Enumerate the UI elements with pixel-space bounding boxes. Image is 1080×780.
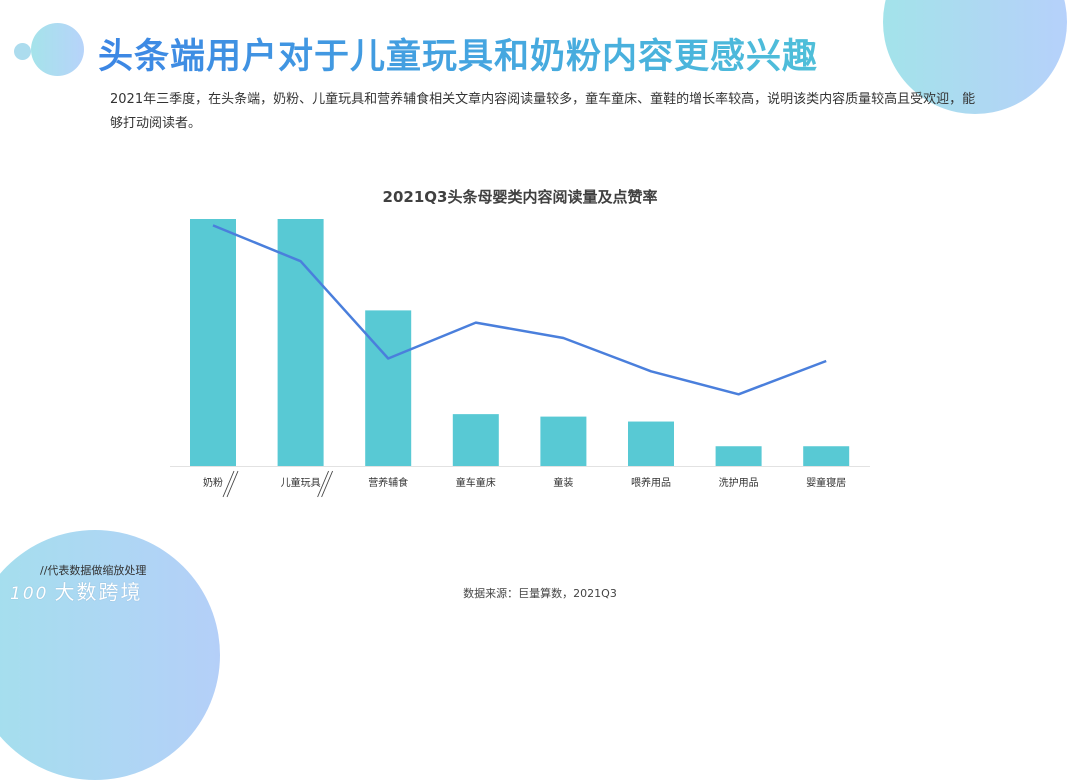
scaling-note: //代表数据做缩放处理 xyxy=(40,564,147,577)
x-axis-label: 儿童玩具 xyxy=(281,476,321,489)
brand-logo-icon: 100 xyxy=(10,584,49,604)
axis-break-icon xyxy=(226,470,239,498)
bar xyxy=(803,446,850,466)
chart-title: 2021Q3头条母婴类内容阅读量及点赞率 xyxy=(382,188,658,206)
line-series xyxy=(212,224,827,396)
page-description: 2021年三季度，在头条端，奶粉、儿童玩具和营养辅食相关文章内容阅读量较多，童车… xyxy=(110,92,976,131)
x-axis-label: 童车童床 xyxy=(456,476,496,489)
x-axis-label: 洗护用品 xyxy=(719,476,759,489)
x-axis-label: 童装 xyxy=(553,476,573,489)
bar xyxy=(628,421,674,466)
bar xyxy=(365,310,412,466)
axis-break-icon xyxy=(321,470,334,498)
brand-name: 大数跨境 xyxy=(54,580,143,604)
combo-chart: 奶粉 儿童玩具 营养辅食 童车童床 童装 喂养用品 洗护用品 婴童寝居 xyxy=(170,219,870,498)
bar xyxy=(715,446,762,466)
x-axis-label: 营养辅食 xyxy=(368,476,408,489)
brand-logo: 100 大数跨境 xyxy=(10,576,142,605)
bar xyxy=(277,219,324,466)
page-title: 头条端用户对于儿童玩具和奶粉内容更感兴趣 xyxy=(98,28,818,79)
x-axis-label: 婴童寝居 xyxy=(806,476,846,489)
title-bullet-large-icon xyxy=(31,23,84,76)
bar xyxy=(190,219,236,466)
x-axis-label: 奶粉 xyxy=(203,476,223,489)
bar xyxy=(452,414,499,466)
axis-break-icon xyxy=(222,470,235,498)
x-axis-labels: 奶粉 儿童玩具 营养辅食 童车童床 童装 喂养用品 洗护用品 婴童寝居 xyxy=(203,476,846,489)
title-bullet-small-icon xyxy=(14,43,31,60)
axis-break-markers xyxy=(222,470,334,498)
data-source: 数据来源：巨量算数，2021Q3 xyxy=(463,587,617,600)
bar xyxy=(540,416,587,466)
x-axis-label: 喂养用品 xyxy=(631,476,671,489)
axis-break-icon xyxy=(317,470,330,498)
